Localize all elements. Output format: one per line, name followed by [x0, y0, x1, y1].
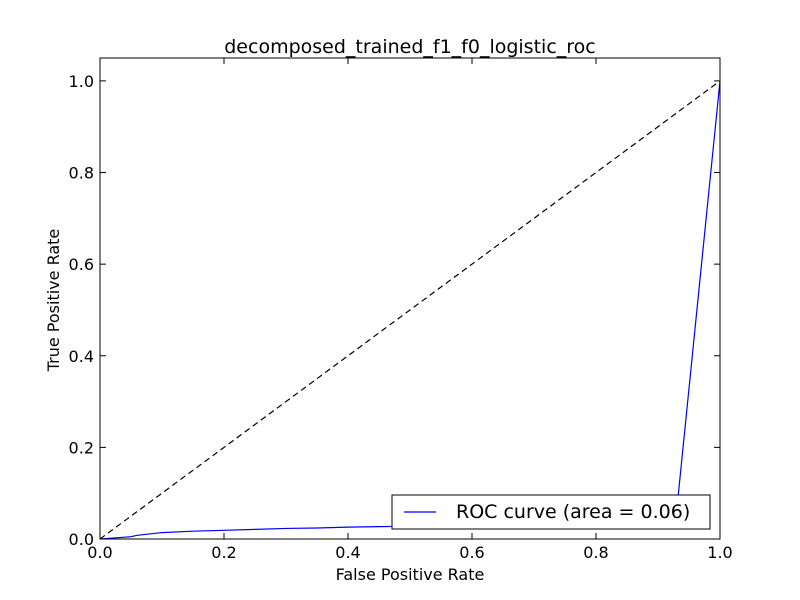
legend-box — [391, 494, 711, 530]
y-tick-label: 1.0 — [69, 72, 94, 91]
x-tick-label: 0.6 — [459, 543, 484, 562]
y-tick-label: 0.6 — [69, 255, 94, 274]
x-tick-label: 0.8 — [583, 543, 608, 562]
x-tick-label: 0.0 — [87, 543, 112, 562]
y-tick-label: 0.0 — [69, 530, 94, 549]
x-tick-label: 0.4 — [335, 543, 360, 562]
x-tick-label: 0.2 — [211, 543, 236, 562]
x-tick-label: 1.0 — [707, 543, 732, 562]
legend: ROC curve (area = 0.06) — [391, 494, 711, 530]
y-tick-label: 0.2 — [69, 438, 94, 457]
chance-diagonal-line — [99, 80, 721, 540]
x-axis-label: False Positive Rate — [336, 565, 485, 584]
ticks-layer: 0.0 0.2 0.4 0.6 0.8 1.0 0.0 0.2 0.4 0.6 0.8 1.0 — [69, 58, 733, 562]
plot-frame — [99, 57, 721, 540]
y-tick-label: 0.8 — [69, 164, 94, 183]
y-axis-label: True Positive Rate — [44, 229, 63, 373]
y-tick-label: 0.4 — [69, 347, 94, 366]
legend-entry-label: ROC curve (area = 0.06) — [456, 501, 690, 523]
chart-title: decomposed_trained_f1_f0_logistic_roc — [224, 36, 595, 58]
